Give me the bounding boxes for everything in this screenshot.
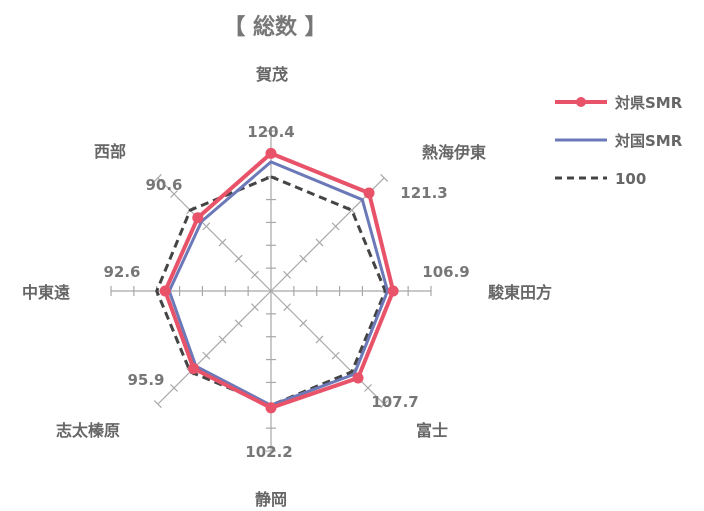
series-marker: [188, 362, 200, 374]
radar-spoke: [157, 177, 272, 292]
data-label: 106.9: [422, 263, 469, 281]
category-label: 静岡: [255, 490, 287, 509]
data-label: 95.9: [127, 371, 164, 389]
category-label: 中東遠: [22, 283, 70, 302]
radar-tick: [170, 190, 178, 198]
radar-tick: [250, 270, 259, 279]
category-label: 富士: [416, 421, 448, 440]
legend-marker: [576, 97, 586, 107]
chart-title: 【 総数 】: [223, 14, 326, 40]
legend-label: 対国SMR: [614, 132, 683, 150]
radar-tick: [331, 222, 340, 231]
radar-tick: [315, 335, 324, 344]
data-label: 90.6: [145, 176, 182, 194]
category-label: 志太榛原: [56, 421, 120, 440]
series-marker: [387, 285, 399, 297]
data-label: 102.2: [245, 443, 292, 461]
radar-tick: [331, 351, 340, 360]
radar-tick: [299, 319, 308, 328]
radar-tick: [218, 238, 227, 247]
category-label: 熱海伊東: [422, 143, 486, 162]
radar-grid: [110, 130, 432, 452]
radar-tick: [170, 384, 178, 392]
series-line: [163, 151, 396, 410]
category-label: 賀茂: [255, 65, 288, 84]
radar-tick: [202, 351, 211, 360]
radar-tick: [234, 254, 243, 263]
radar-tick: [153, 400, 162, 409]
series-layer: [155, 147, 399, 414]
data-label: 120.4: [247, 123, 294, 141]
radar-tick: [153, 173, 162, 182]
radar-tick: [380, 400, 389, 409]
series-marker: [265, 147, 277, 159]
radar-tick: [283, 270, 292, 279]
radar-spoke: [270, 290, 385, 405]
legend: 対県SMR 対国SMR 100: [555, 94, 683, 188]
series-marker: [265, 402, 277, 414]
category-label: 駿東田方: [488, 283, 552, 302]
series-marker: [159, 285, 171, 297]
radar-tick: [250, 303, 259, 312]
radar-tick: [364, 384, 372, 392]
data-label: 121.3: [400, 184, 447, 202]
legend-label: 対県SMR: [614, 94, 683, 112]
series-marker: [192, 212, 204, 224]
series-marker: [352, 372, 364, 384]
radar-tick: [234, 319, 243, 328]
data-label: 92.6: [103, 263, 140, 281]
radar-tick: [283, 303, 292, 312]
radar-tick: [202, 222, 211, 231]
radar-spoke: [157, 290, 272, 405]
radar-tick: [218, 335, 227, 344]
series-marker: [363, 187, 375, 199]
radar-tick: [299, 254, 308, 263]
category-label: 西部: [94, 142, 126, 161]
radar-tick: [315, 238, 324, 247]
data-label: 107.7: [371, 393, 418, 411]
legend-label: 100: [615, 170, 646, 188]
radar-tick: [380, 173, 389, 182]
